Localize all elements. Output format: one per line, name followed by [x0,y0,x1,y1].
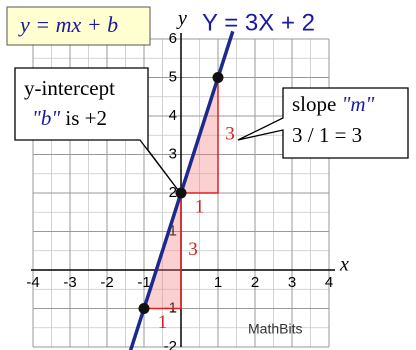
slope-calc: 3 / 1 = 3 [292,123,362,147]
x-tick-label: -2 [100,274,113,291]
intercept-callout [14,67,179,191]
run-label: 1 [195,196,205,217]
slope-word: slope [292,92,342,116]
y-tick-label: -2 [164,338,177,350]
slope-callout [237,87,409,159]
x-tick-label: 1 [214,274,222,291]
x-tick-label: -1 [137,274,150,291]
y-tick-label: 5 [169,68,177,85]
watermark: MathBits [248,321,302,337]
intercept-text: "b" is +2 [32,106,107,130]
chart-title: Y = 3X + 2 [202,9,315,36]
x-axis-label: x [339,254,349,276]
y-axis-label: y [176,8,187,30]
point [212,72,224,83]
slope-m: "m" [342,92,375,116]
formula: y = mx + b [18,12,118,37]
y-tick-label: 1 [169,222,177,239]
intercept-text: y-intercept [24,76,115,100]
y-tick-label: 2 [169,184,177,201]
point [138,303,150,314]
y-tick-label: 6 [169,30,177,47]
x-tick-label: 3 [288,274,296,291]
x-tick-label: 4 [325,274,333,291]
rise-label: 3 [188,239,198,260]
intercept-value: is +2 [60,106,107,130]
point [175,187,187,199]
formula-box [6,6,151,46]
slope-text: slope "m" [292,92,375,116]
x-tick-label: 2 [251,274,259,291]
run-label: 1 [158,312,168,333]
intercept-b: "b" [32,106,60,130]
x-tick-label: -4 [26,274,39,291]
x-tick-label: -3 [63,274,76,291]
rise-label: 3 [225,124,235,145]
y-tick-label: 4 [169,107,177,124]
y-tick-label: 3 [169,145,177,162]
